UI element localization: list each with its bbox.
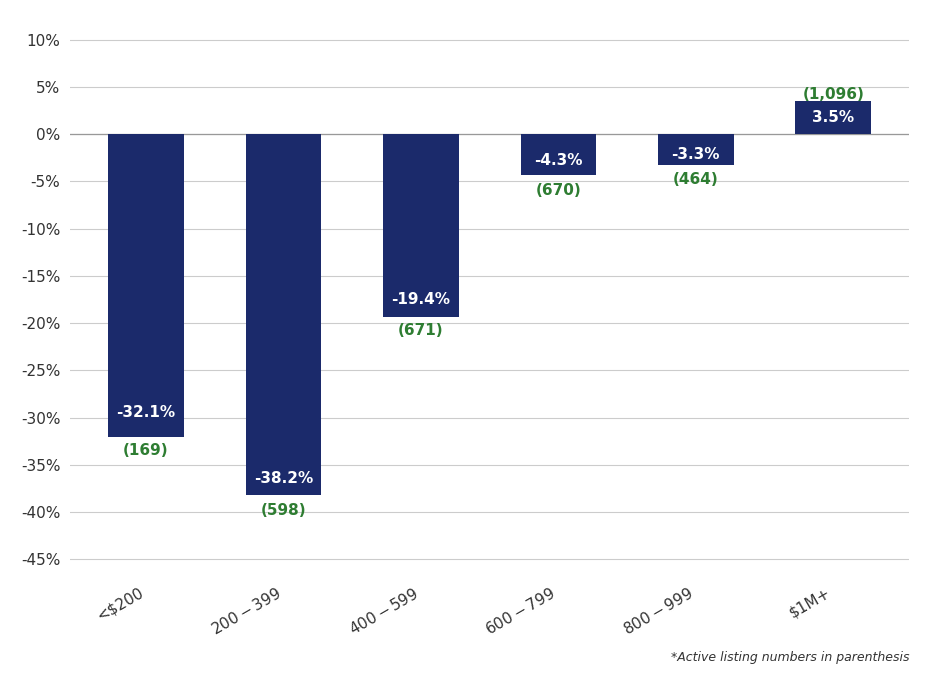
Text: (1,096): (1,096) xyxy=(803,87,864,102)
Text: -4.3%: -4.3% xyxy=(534,153,582,168)
Text: -3.3%: -3.3% xyxy=(671,146,720,162)
Bar xyxy=(658,134,734,165)
Text: (598): (598) xyxy=(260,503,306,517)
Text: -19.4%: -19.4% xyxy=(392,292,450,307)
Bar xyxy=(108,134,184,437)
Text: 3.5%: 3.5% xyxy=(812,110,855,125)
Bar xyxy=(795,101,871,134)
Text: -32.1%: -32.1% xyxy=(116,405,176,420)
Bar xyxy=(521,134,596,175)
Text: *Active listing numbers in parenthesis: *Active listing numbers in parenthesis xyxy=(671,651,910,664)
Text: (169): (169) xyxy=(123,443,169,458)
Text: (671): (671) xyxy=(398,323,444,338)
Text: -38.2%: -38.2% xyxy=(254,471,313,486)
Text: (670): (670) xyxy=(536,184,581,199)
Bar xyxy=(383,134,458,318)
Text: (464): (464) xyxy=(673,172,719,187)
Bar xyxy=(246,134,321,495)
